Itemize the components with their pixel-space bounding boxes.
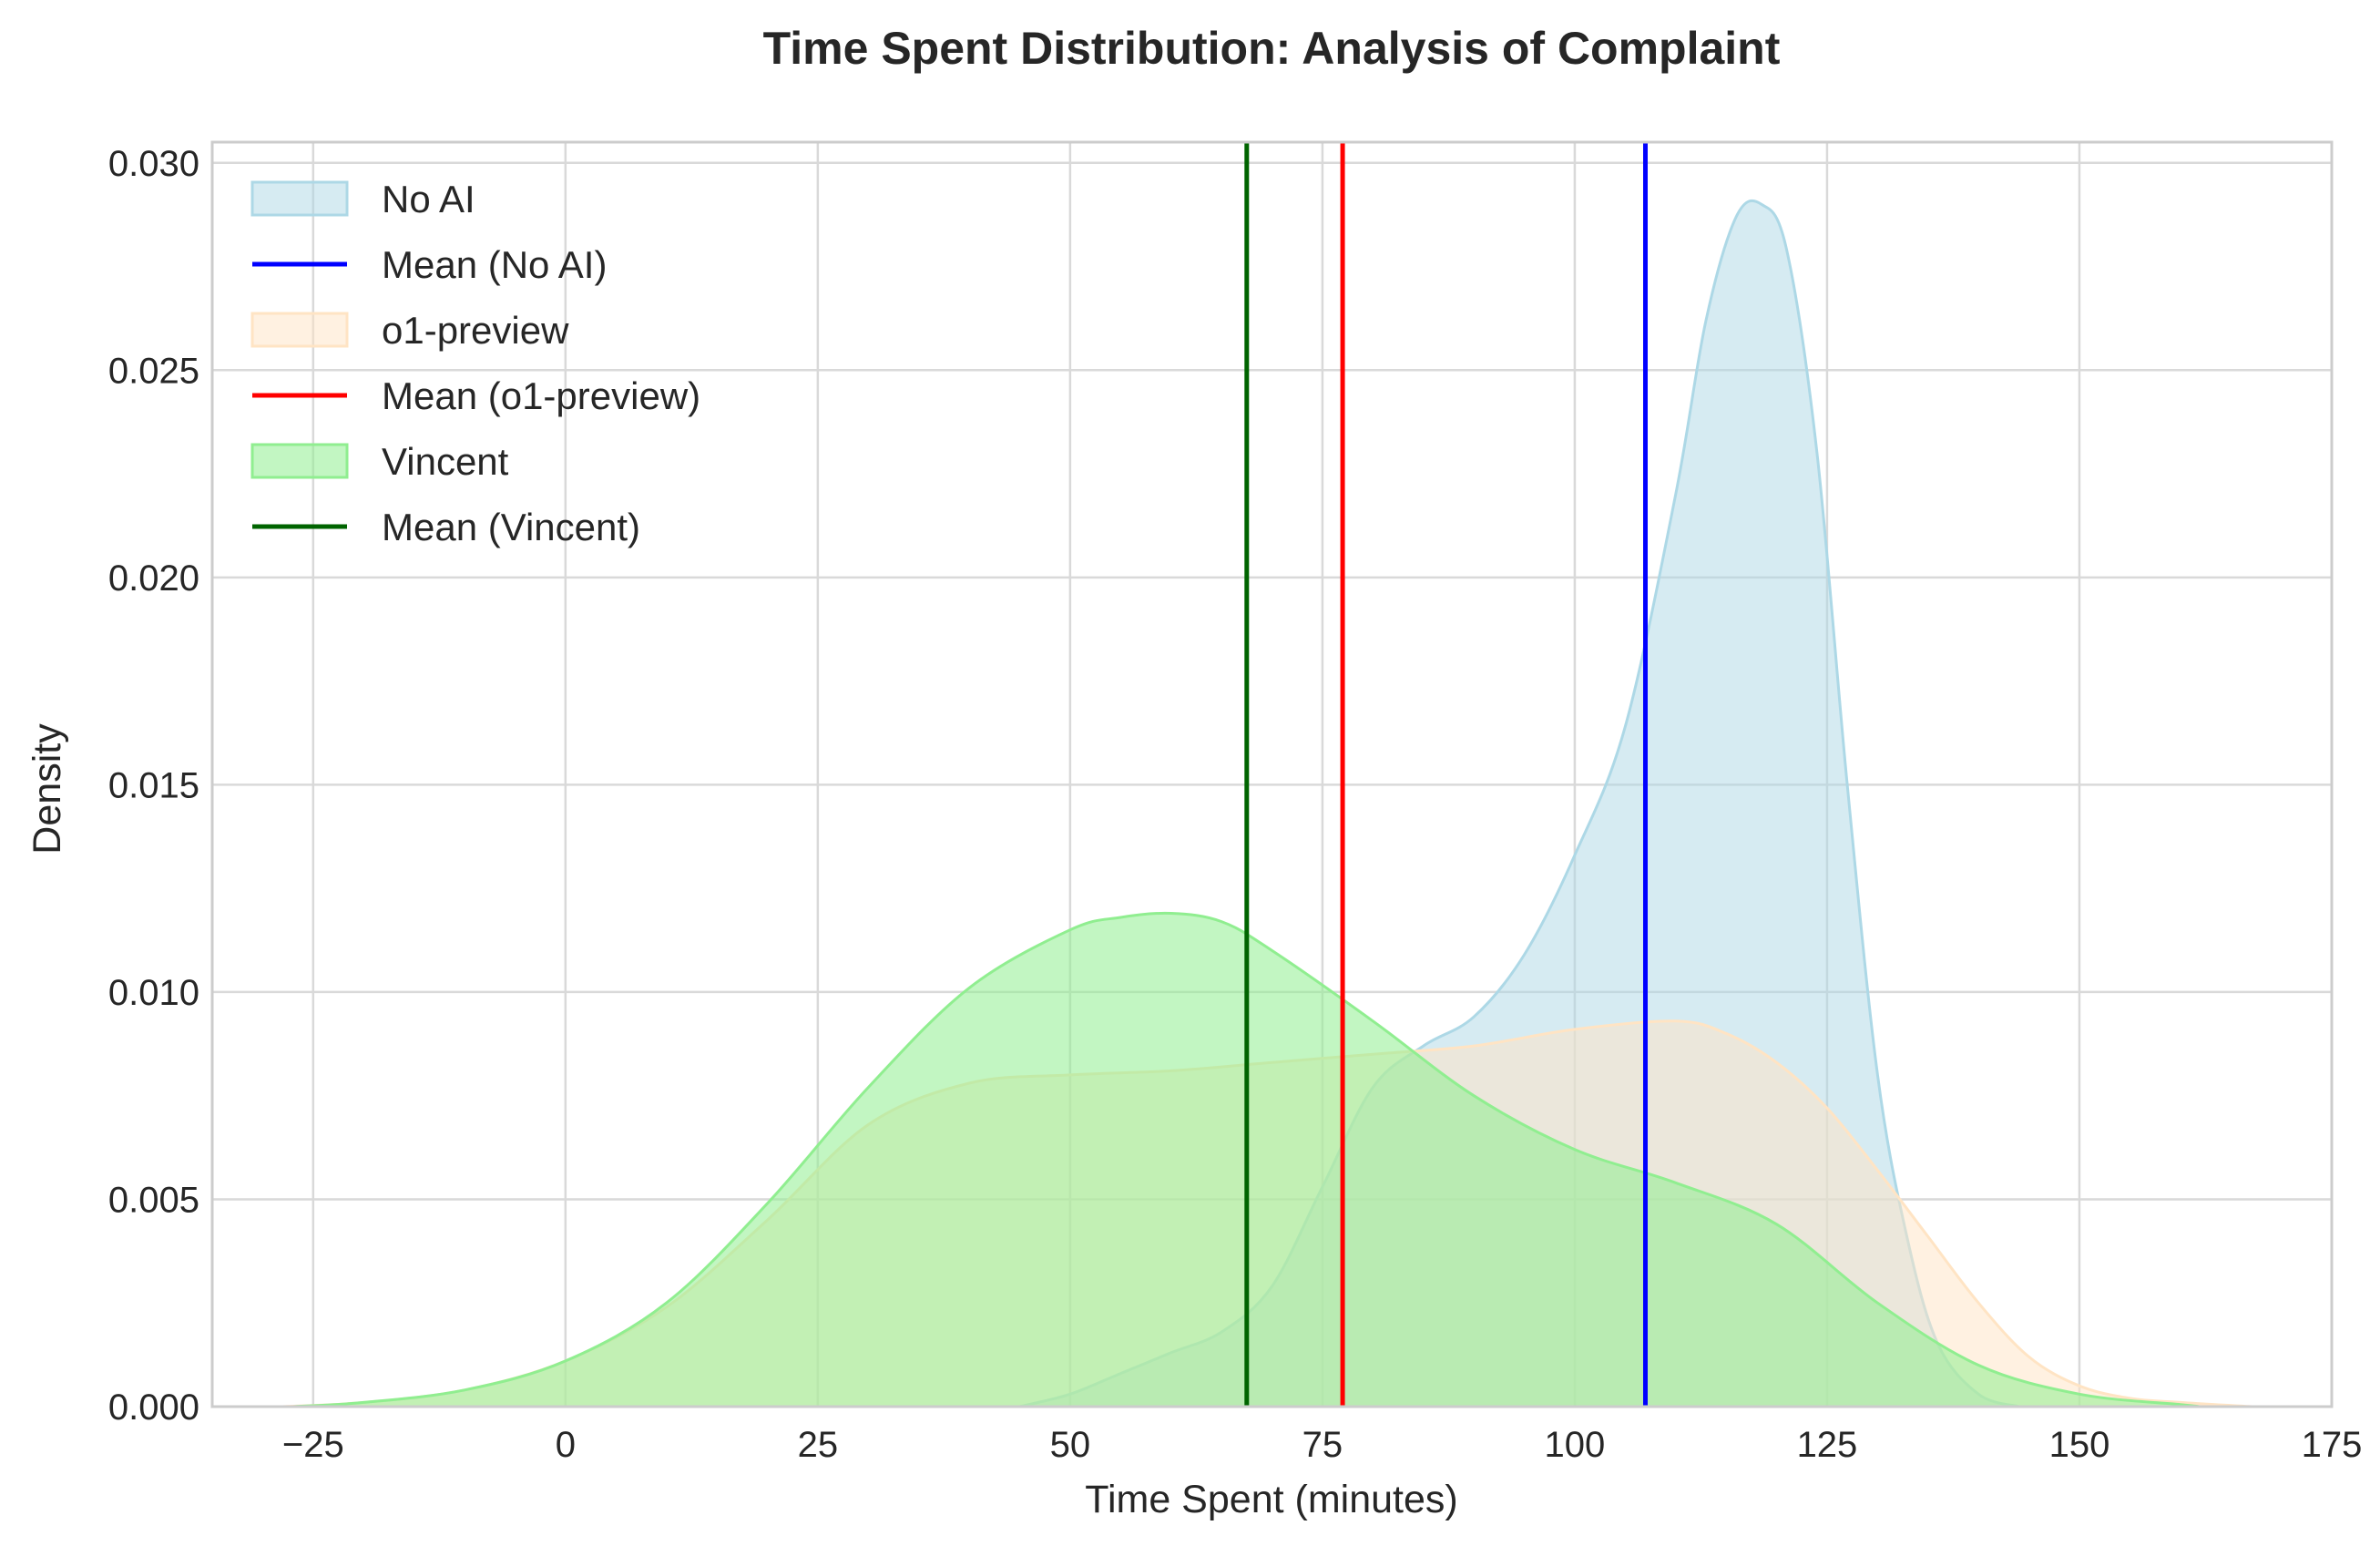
x-tick-label: 150 <box>2049 1425 2110 1465</box>
chart-title: Time Spent Distribution: Analysis of Com… <box>763 23 1781 74</box>
y-axis-label: Density <box>26 723 69 855</box>
legend-label-no-ai: No AI <box>382 178 475 220</box>
curve-vincent <box>292 911 2201 1408</box>
legend-label-mean-no-ai: Mean (No AI) <box>382 243 607 286</box>
y-tick-label: 0.010 <box>108 973 199 1013</box>
legend-swatch-o1-preview <box>250 312 349 348</box>
legend-swatch-vincent <box>250 443 349 479</box>
x-tick-label: 75 <box>1302 1425 1343 1465</box>
y-tick-label: 0.015 <box>108 765 199 805</box>
x-tick-label: 0 <box>556 1425 576 1465</box>
x-tick-label: 175 <box>2302 1425 2363 1465</box>
y-tick-label: 0.030 <box>108 144 199 184</box>
legend-label-mean-vincent: Mean (Vincent) <box>382 506 640 548</box>
y-tick-label: 0.020 <box>108 558 199 599</box>
x-tick-label: 100 <box>1545 1425 1606 1465</box>
y-tick-label: 0.005 <box>108 1180 199 1220</box>
x-tick-label: −25 <box>282 1425 344 1465</box>
x-axis-ticks: −25 0 25 50 75 100 125 150 175 <box>282 1425 2362 1465</box>
legend-swatch-no-ai <box>250 180 349 217</box>
x-tick-label: 25 <box>798 1425 839 1465</box>
legend-label-o1-preview: o1-preview <box>382 309 569 352</box>
x-tick-label: 50 <box>1050 1425 1091 1465</box>
x-tick-label: 125 <box>1797 1425 1858 1465</box>
legend: No AI Mean (No AI) o1-preview Mean (o1-prev… <box>250 178 700 548</box>
y-axis-ticks: 0.000 0.005 0.010 0.015 0.020 0.025 0.030 <box>108 144 199 1428</box>
y-tick-label: 0.000 <box>108 1387 199 1428</box>
legend-label-mean-o1-preview: Mean (o1-preview) <box>382 374 700 417</box>
y-tick-label: 0.025 <box>108 351 199 391</box>
legend-label-vincent: Vincent <box>382 440 509 483</box>
mean-lines <box>1244 142 1648 1407</box>
plot-frame <box>210 140 2334 1408</box>
x-axis-label: Time Spent (minutes) <box>1085 1478 1457 1521</box>
